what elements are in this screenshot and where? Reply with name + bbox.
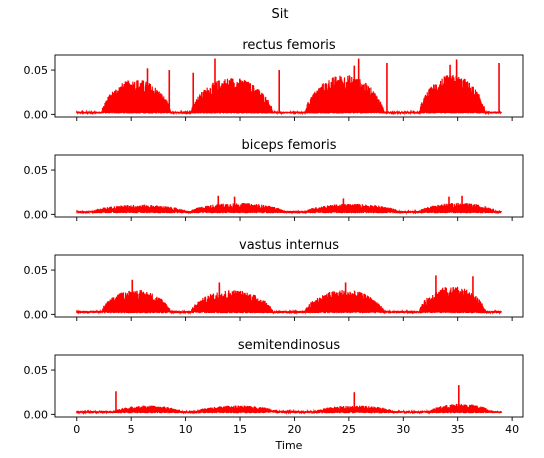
emg-signal-line — [76, 75, 502, 116]
panel-frame — [54, 54, 524, 118]
panel-title: biceps femoris — [241, 138, 336, 153]
panel-title: vastus internus — [239, 238, 339, 253]
x-tick-label: 25 — [342, 423, 356, 436]
panel-semitendinosus: semitendinosus 0.00 0.05 0 5 10 15 20 25 30 35 40 — [24, 338, 524, 436]
figure-suptitle: Sit — [272, 7, 289, 22]
panel-vastus-internus: vastus internus 0.00 0.05 — [24, 238, 524, 321]
x-tick-label: 10 — [179, 423, 193, 436]
emg-signal-line — [76, 202, 502, 216]
x-tick-label: 15 — [233, 423, 247, 436]
panel-frame — [54, 354, 524, 418]
x-axis-label: Time — [275, 439, 303, 452]
panels-group: rectus femoris 0.00 0.05 biceps femoris 0.00… — [24, 38, 524, 436]
x-tick-label: 35 — [451, 423, 465, 436]
panel-frame — [54, 154, 524, 218]
x-tick-label: 30 — [396, 423, 410, 436]
y-tick-label: 0.00 — [24, 208, 49, 221]
emg-signal-line — [76, 403, 502, 416]
panel-frame — [54, 254, 524, 318]
y-tick-label: 0.00 — [24, 108, 49, 121]
x-tick-label: 40 — [505, 423, 519, 436]
y-tick-label: 0.05 — [24, 364, 49, 377]
x-tick-label: 5 — [128, 423, 135, 436]
panel-biceps-femoris: biceps femoris 0.00 0.05 — [24, 138, 524, 221]
y-tick-label: 0.05 — [24, 164, 49, 177]
panel-title: rectus femoris — [242, 38, 336, 53]
y-tick-label: 0.00 — [24, 408, 49, 421]
y-tick-label: 0.05 — [24, 64, 49, 77]
y-tick-label: 0.00 — [24, 308, 49, 321]
x-tick-label: 0 — [73, 423, 80, 436]
emg-signal-line — [76, 286, 502, 316]
x-tick-label: 20 — [287, 423, 301, 436]
panel-rectus-femoris: rectus femoris 0.00 0.05 — [24, 38, 524, 121]
panel-title: semitendinosus — [238, 338, 340, 353]
y-tick-label: 0.05 — [24, 264, 49, 277]
